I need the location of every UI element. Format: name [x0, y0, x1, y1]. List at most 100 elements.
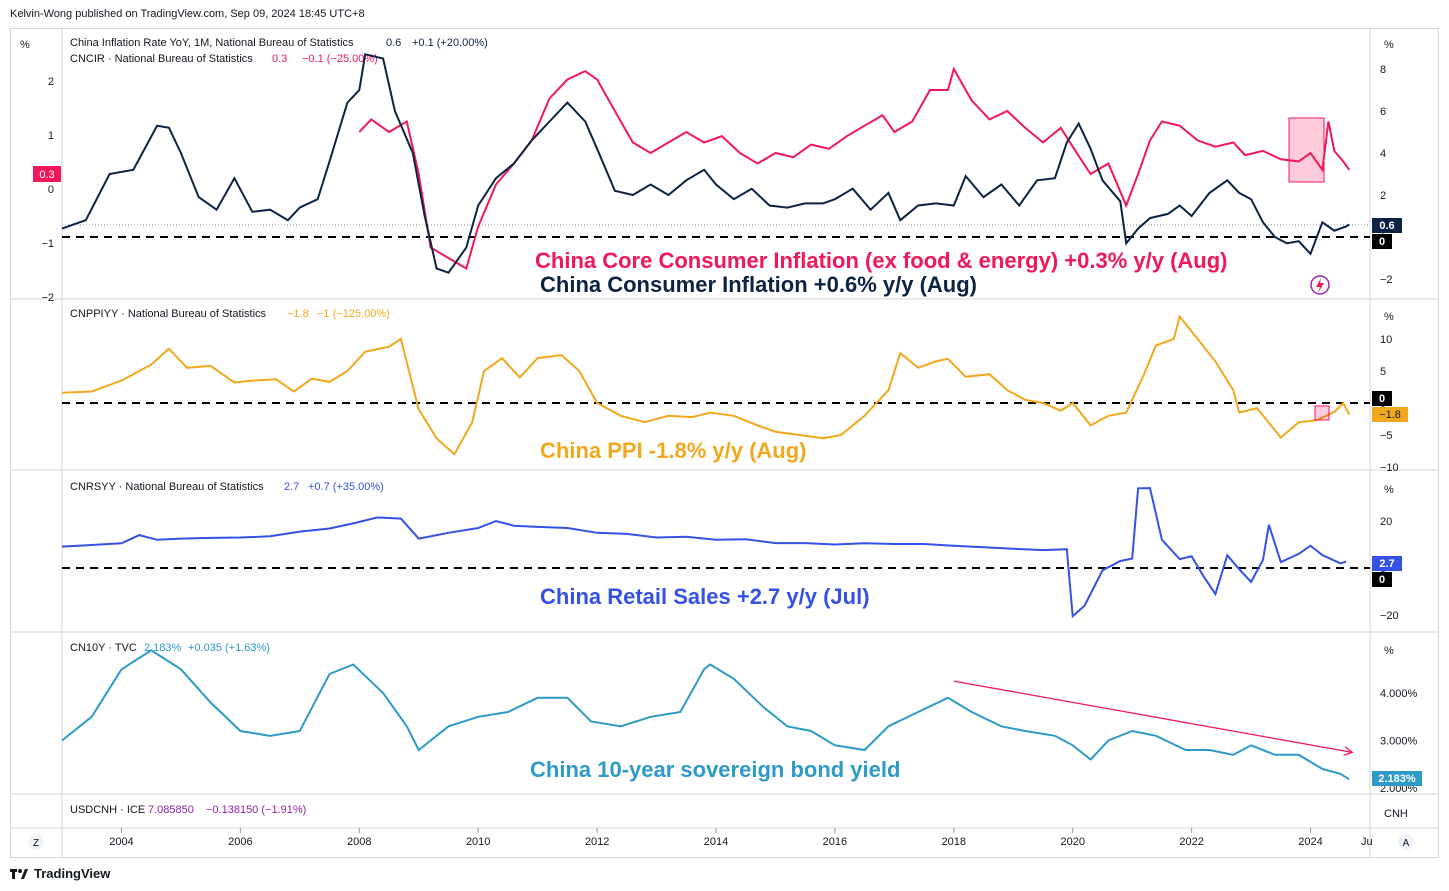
time-axis: 2004 2006 2008 2010 2012 2014 2016 2018 2020 2022… [109, 828, 1323, 848]
downtrend-arrow-head [1343, 746, 1354, 756]
bond-legend-change: +0.035 (+1.63%) [188, 642, 270, 654]
retail-legend-change: +0.7 (+35.00%) [308, 481, 384, 493]
chart-frame [10, 28, 1439, 858]
bond-yield-line [61, 649, 1350, 781]
year-tick-label: 2014 [704, 836, 728, 848]
cpi-line [61, 53, 1350, 274]
cpi-right-tick-label: 6 [1380, 106, 1386, 118]
cpi-left-tick-label: 1 [48, 130, 54, 142]
cpi-legend-name: China Inflation Rate YoY, 1M, National B… [70, 37, 354, 49]
ppi-highlight-box [1314, 405, 1330, 421]
cpi-right-tick-label: 4 [1380, 148, 1386, 160]
cpi-left-badge [33, 166, 61, 182]
bond-right-unit: % [1384, 645, 1394, 657]
auto-scale-button-label: A [1403, 838, 1410, 849]
retail-panel: CNRSYY · National Bureau of Statistics 2… [61, 481, 1402, 622]
retail-right-unit: % [1384, 484, 1394, 496]
bond-title: China 10-year sovereign bond yield [530, 757, 900, 782]
ppi-zero-badge-text: 0 [1379, 393, 1385, 405]
retail-legend-name: CNRSYY · National Bureau of Statistics [70, 481, 264, 493]
auto-scale-button[interactable]: A [1398, 834, 1414, 850]
bond-right-tick-label: 4.000% [1380, 688, 1418, 700]
year-tick-label: 2010 [466, 836, 490, 848]
core-highlight-box [1288, 117, 1325, 183]
fx-legend-value: 7.085850 [148, 804, 194, 816]
cpi-left-ticks: 2 1 0 −1 −2 [41, 76, 54, 304]
cpi-zero-badge-text: 0 [1379, 236, 1385, 248]
ppi-zero-badge [1372, 391, 1392, 406]
ppi-line [61, 314, 1351, 456]
ppi-legend-name: CNPPIYY · National Bureau of Statistics [70, 308, 267, 320]
cpi-left-tick-label: 0 [48, 184, 54, 196]
time-axis-truncated-label: Ju [1361, 836, 1373, 848]
cpi-legend-value: 0.6 [386, 37, 401, 49]
retail-right-tick-label: −20 [1380, 610, 1399, 622]
chart-structure [10, 28, 1439, 858]
retail-right-tick-label: 20 [1380, 516, 1392, 528]
downtrend-arrow-line [953, 680, 1353, 754]
retail-legend-value: 2.7 [284, 481, 299, 493]
cpi-right-unit: % [1384, 39, 1394, 51]
year-tick-label: 2024 [1298, 836, 1322, 848]
year-tick-label: 2016 [823, 836, 847, 848]
fx-currency: CNH [1384, 808, 1408, 820]
cpi-left-tick-label: 2 [48, 76, 54, 88]
cpi-right-tick-label: 2 [1380, 190, 1386, 202]
cpi-panel: China Inflation Rate YoY, 1M, National B… [20, 37, 1402, 304]
bond-value-badge [1372, 771, 1422, 786]
fx-legend-change: −0.138150 (−1.91%) [206, 804, 306, 816]
cpi-left-unit: % [20, 39, 30, 51]
cpi-left-tick-label: −1 [41, 238, 54, 250]
cpi-right-badge [1372, 218, 1402, 233]
retail-value-badge [1372, 556, 1402, 571]
bond-right-tick-label: 3.000% [1380, 736, 1418, 748]
cpi-left-tick-label: −2 [41, 292, 54, 304]
core-cpi-title: China Core Consumer Inflation (ex food &… [535, 248, 1227, 273]
core-legend-name: CNCIR · National Bureau of Statistics [70, 53, 253, 65]
tradingview-brand: TradingView [34, 866, 111, 881]
year-tick-label: 2018 [942, 836, 966, 848]
fx-panel: USDCNH · ICE 7.085850 −0.138150 (−1.91%)… [70, 804, 1408, 820]
bond-legend-name: CN10Y · TVC [70, 642, 137, 654]
zoom-reset-button-label: Z [33, 838, 39, 849]
cpi-right-tick-label: −2 [1380, 274, 1393, 286]
cpi-right-tick-label: 8 [1380, 64, 1386, 76]
cpi-title: China Consumer Inflation +0.6% y/y (Aug) [540, 272, 977, 297]
year-tick-label: 2008 [347, 836, 371, 848]
year-tick-label: 2022 [1179, 836, 1203, 848]
ppi-legend-value: −1.8 [287, 308, 309, 320]
ppi-value-badge-text: −1.8 [1379, 409, 1401, 421]
ppi-value-badge [1372, 407, 1408, 422]
year-tick-label: 2004 [109, 836, 133, 848]
retail-value-badge-text: 2.7 [1379, 558, 1394, 570]
cpi-right-ticks: 8 6 4 2 0 −2 [1380, 64, 1393, 286]
tradingview-logo-icon [10, 868, 28, 879]
retail-zero-badge [1372, 572, 1392, 587]
retail-zero-badge-text: 0 [1379, 574, 1385, 586]
year-tick-label: 2020 [1060, 836, 1084, 848]
ppi-right-tick-label: 5 [1380, 366, 1386, 378]
cpi-right-badge-text: 0.6 [1379, 220, 1394, 232]
ppi-panel: CNPPIYY · National Bureau of Statistics … [61, 308, 1408, 474]
retail-line [61, 487, 1347, 619]
fx-legend-name: USDCNH · ICE [70, 804, 145, 816]
bond-panel: CN10Y · TVC 2.183% +0.035 (+1.63%) % 4.0… [61, 642, 1422, 795]
retail-title: China Retail Sales +2.7 y/y (Jul) [540, 584, 870, 609]
ppi-right-unit: % [1384, 311, 1394, 323]
year-tick-label: 2006 [228, 836, 252, 848]
cpi-left-badge-text: 0.3 [39, 169, 54, 181]
cpi-legend-change: +0.1 (+20.00%) [412, 37, 488, 49]
ppi-title: China PPI -1.8% y/y (Aug) [540, 438, 807, 463]
ppi-right-tick-label: 10 [1380, 334, 1392, 346]
footer: TradingView [10, 866, 110, 881]
lightning-icon[interactable] [1310, 275, 1330, 295]
bond-value-badge-text: 2.183% [1378, 773, 1416, 785]
publisher-line: Kelvin-Wong published on TradingView.com… [10, 8, 365, 20]
ppi-right-tick-label: −10 [1380, 462, 1399, 474]
ppi-legend-change: −1 (−125.00%) [317, 308, 390, 320]
ppi-right-tick-label: −5 [1380, 430, 1393, 442]
core-legend-change: −0.1 (−25.00%) [302, 53, 378, 65]
year-tick-label: 2012 [585, 836, 609, 848]
zoom-reset-button[interactable]: Z [28, 834, 44, 850]
